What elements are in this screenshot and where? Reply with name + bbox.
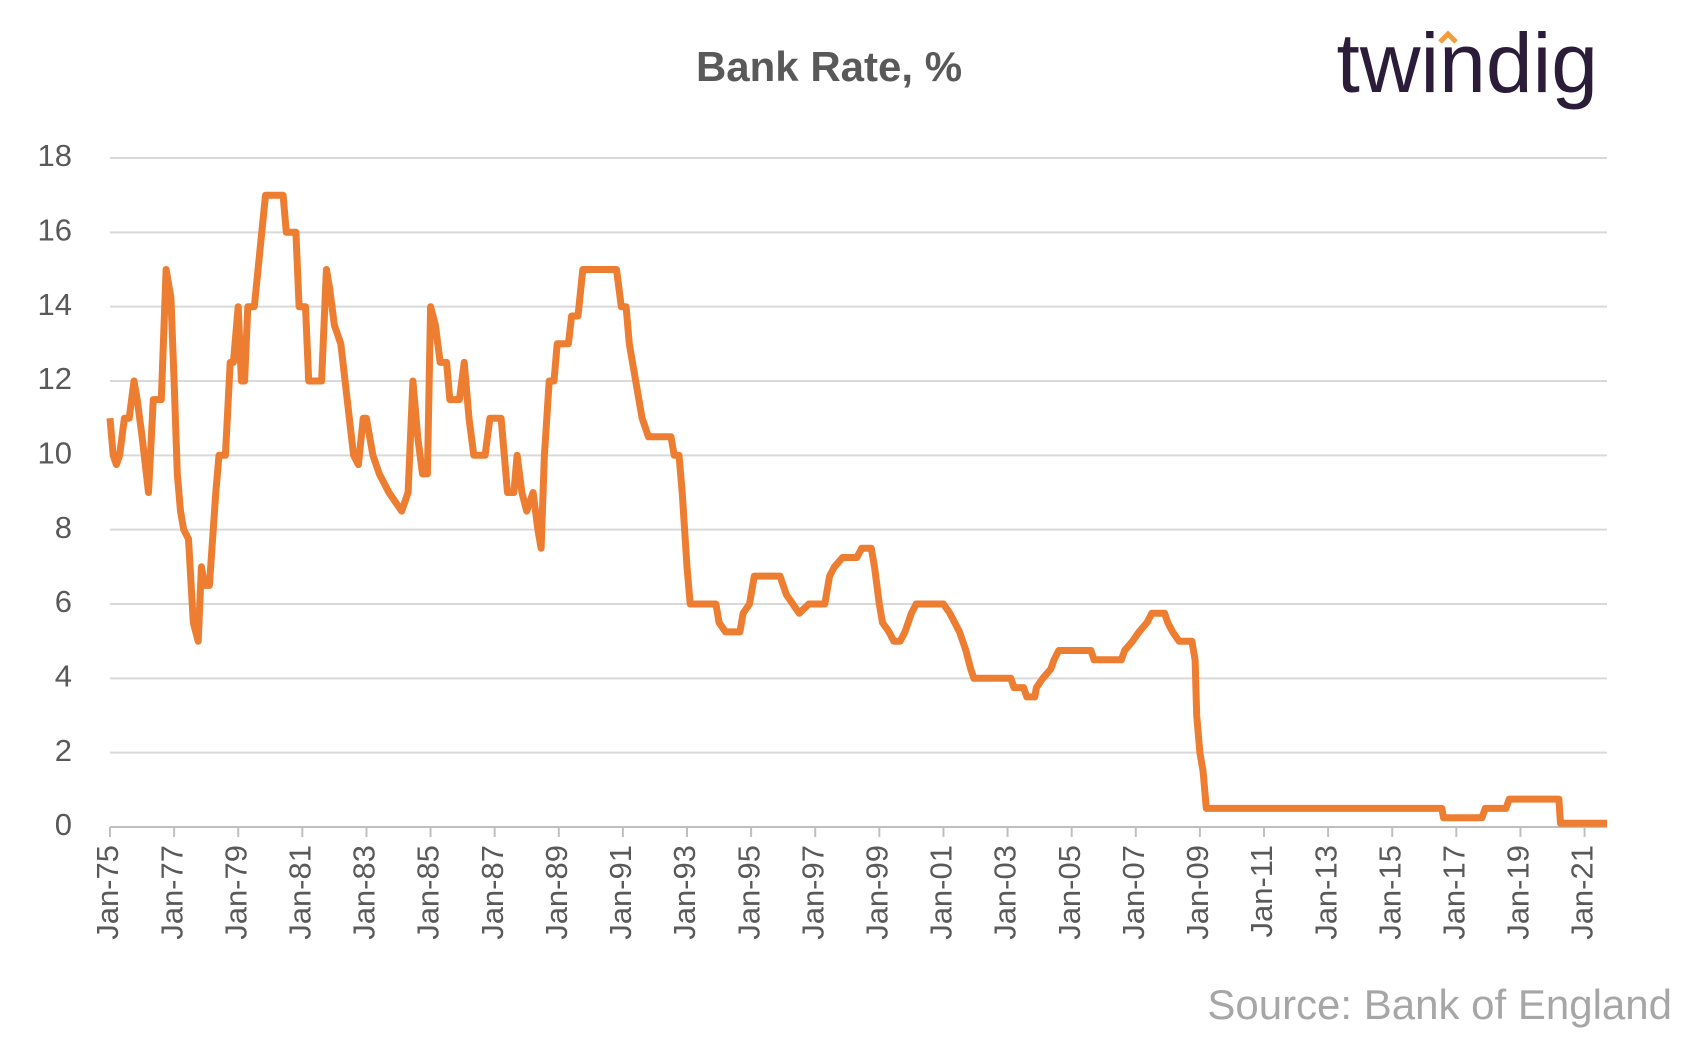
x-tick-label: Jan-03: [988, 845, 1023, 940]
x-tick-label: Jan-15: [1372, 845, 1407, 940]
x-tick-label: Jan-21: [1565, 845, 1600, 940]
x-tick-label: Jan-81: [283, 845, 318, 940]
y-tick-label: 14: [38, 287, 72, 322]
y-tick-label: 0: [55, 807, 72, 842]
logo: twindig: [1337, 16, 1598, 110]
x-tick-label: Jan-79: [218, 845, 253, 940]
source-note: Source: Bank of England: [1207, 981, 1672, 1028]
y-tick-label: 4: [55, 659, 72, 694]
x-tick-label: Jan-87: [475, 845, 510, 940]
y-tick-label: 12: [38, 361, 72, 396]
y-tick-label: 2: [55, 733, 72, 768]
line-series: [106, 191, 1607, 827]
x-tick-label: Jan-99: [860, 845, 895, 940]
x-tick-label: Jan-93: [667, 845, 702, 940]
x-tick-label: Jan-19: [1501, 845, 1536, 940]
y-tick-label: 8: [55, 510, 72, 545]
x-tick-label: Jan-07: [1116, 845, 1151, 940]
x-tick-label: Jan-01: [924, 845, 959, 940]
x-tick-label: Jan-85: [411, 845, 446, 940]
y-tick-label: 18: [38, 138, 72, 173]
x-tick-label: Jan-83: [347, 845, 382, 940]
x-tick-label: Jan-17: [1437, 845, 1472, 940]
chart-title: Bank Rate, %: [696, 43, 962, 90]
x-tick-label: Jan-09: [1180, 845, 1215, 940]
logo-accent: [1438, 30, 1458, 44]
x-tick-label: Jan-97: [795, 845, 830, 940]
x-tick-label: Jan-13: [1308, 845, 1343, 940]
x-tick-label: Jan-89: [539, 845, 574, 940]
x-tick-label: Jan-75: [90, 845, 125, 940]
x-tick-label: Jan-11: [1244, 845, 1279, 938]
y-tick-label: 10: [38, 436, 72, 471]
x-tick-label: Jan-95: [731, 845, 766, 940]
y-tick-label: 6: [55, 584, 72, 619]
x-tick-label: Jan-91: [603, 845, 638, 940]
x-tick-label: Jan-77: [154, 845, 189, 940]
y-tick-label: 16: [38, 213, 72, 248]
x-tick-label: Jan-05: [1052, 845, 1087, 940]
